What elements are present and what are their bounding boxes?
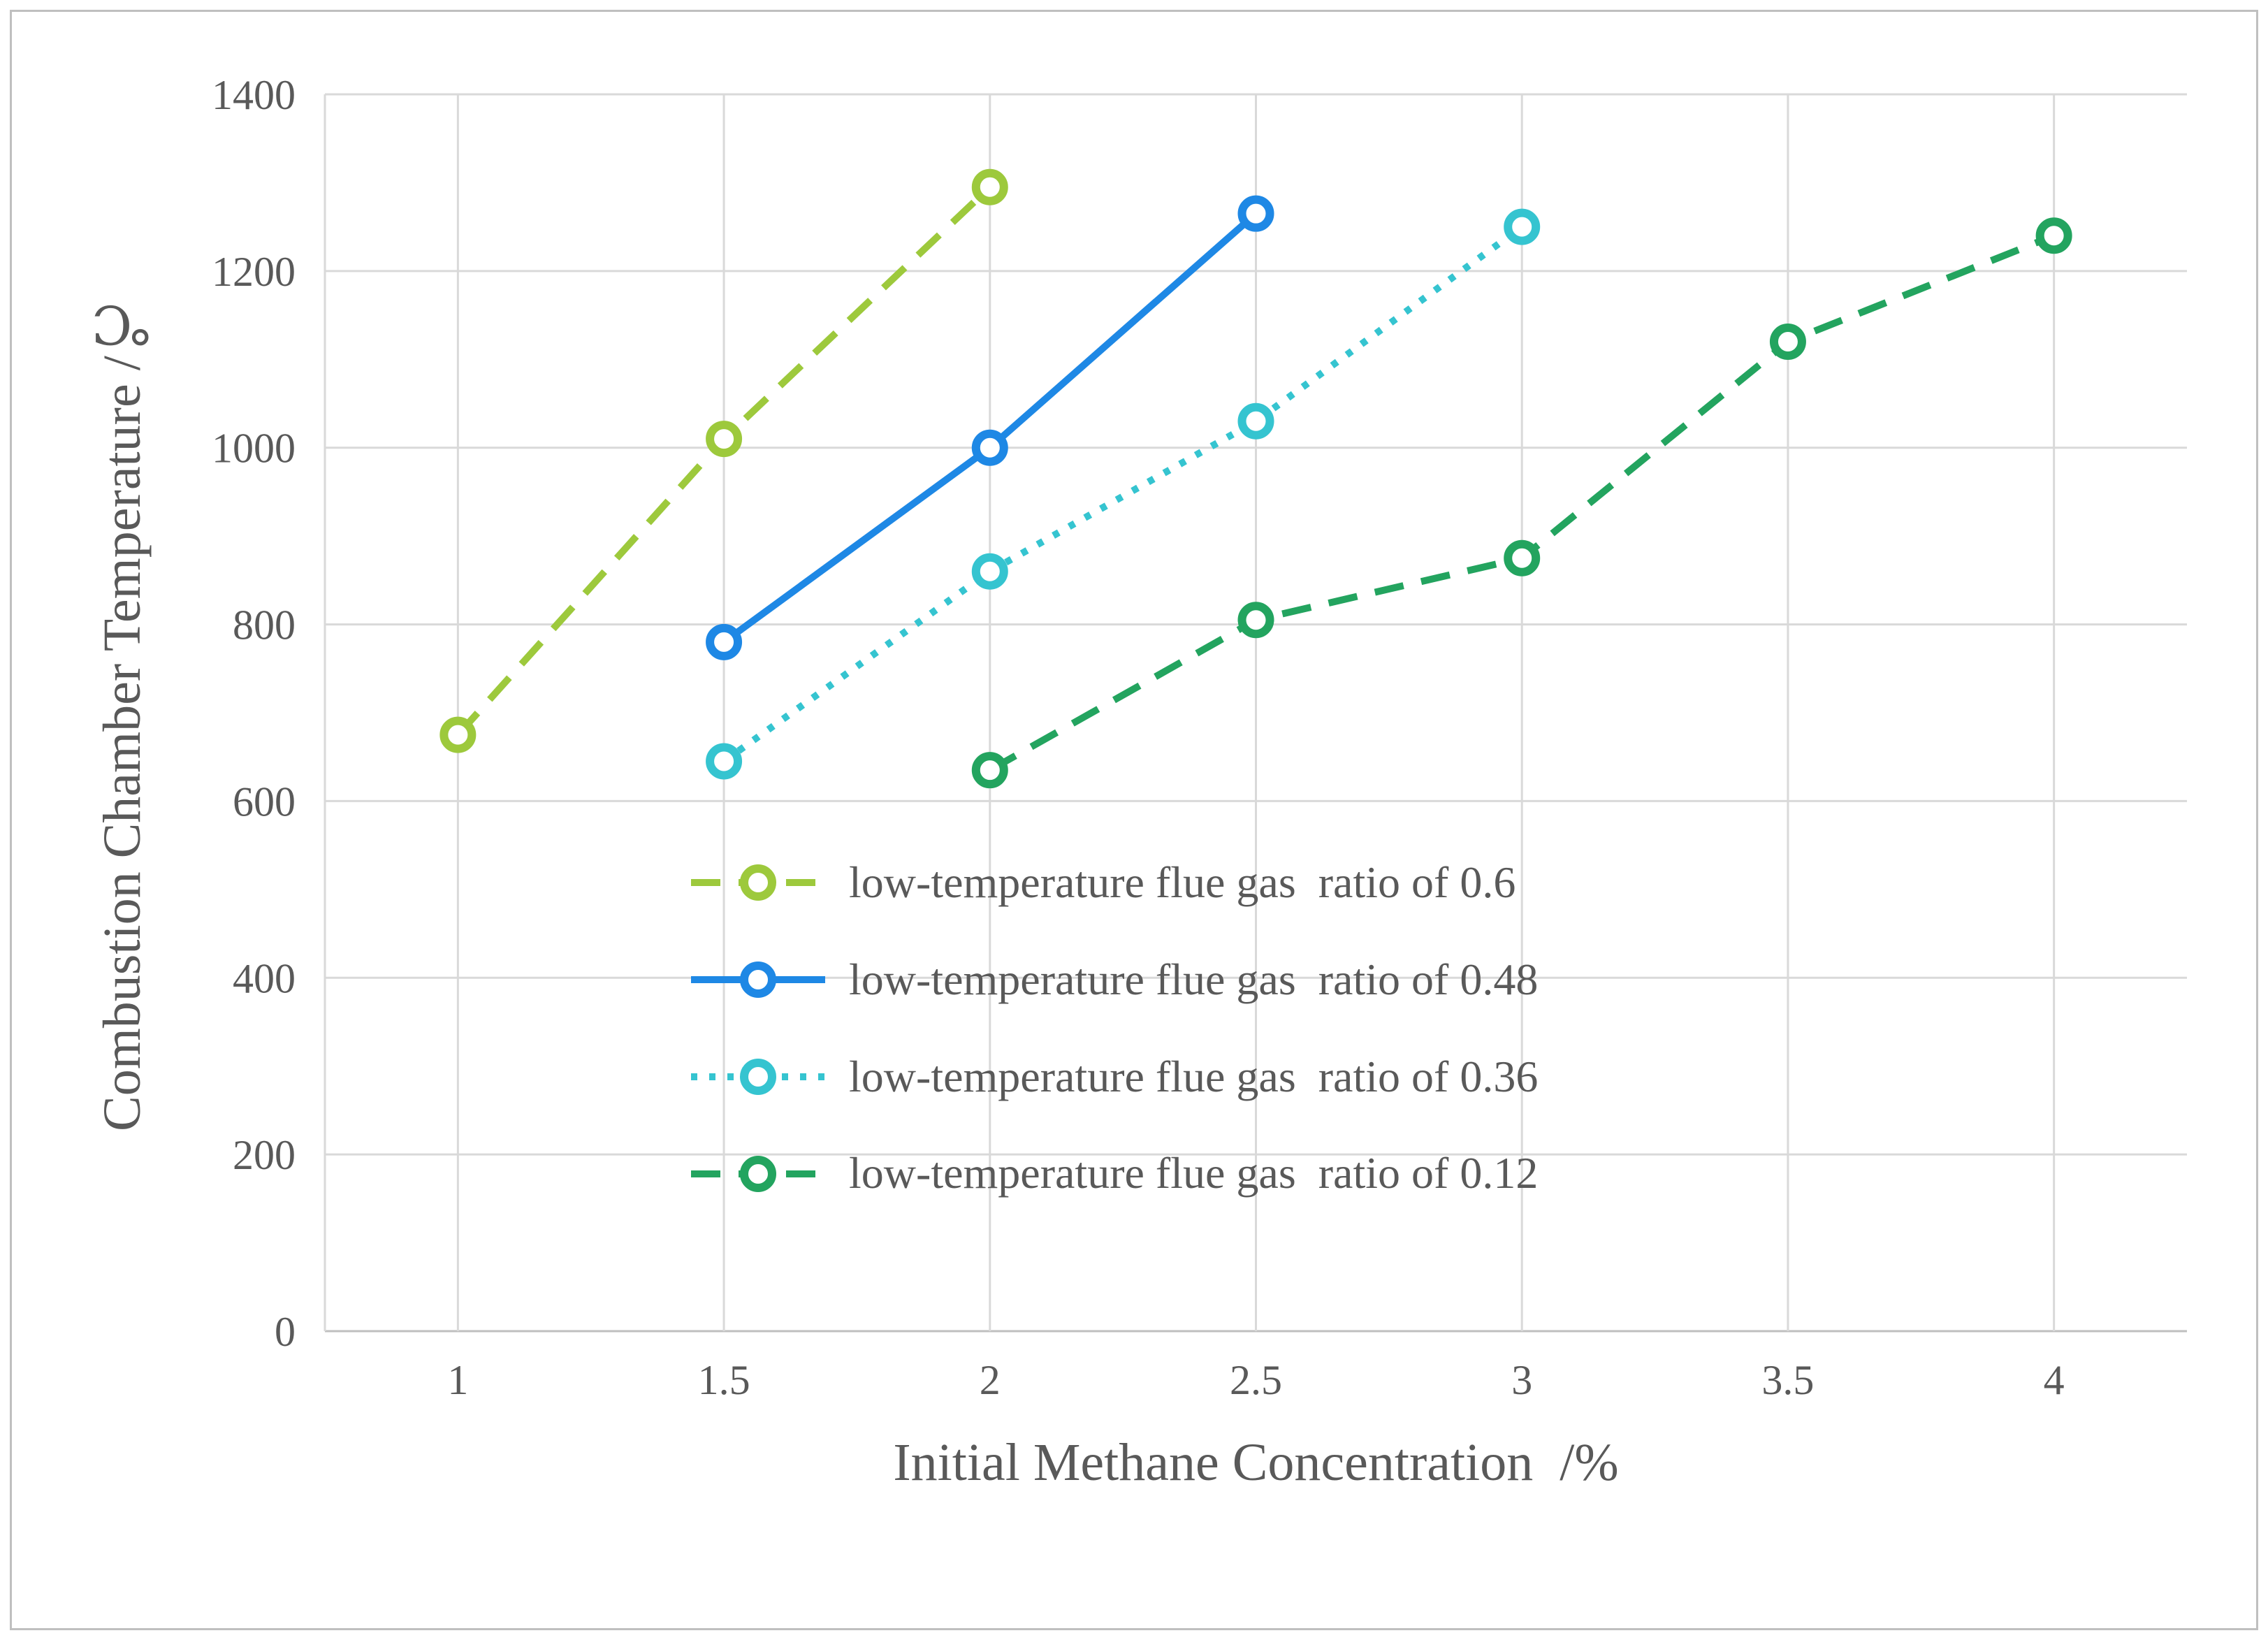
y-tick-label: 400 (233, 955, 296, 1001)
x-tick-label: 1.5 (698, 1357, 750, 1403)
data-point-marker (971, 429, 1008, 466)
legend-item: low-temperature flue gas ratio of 0.48 (688, 953, 1538, 1007)
y-tick-label: 0 (275, 1309, 296, 1355)
legend-swatch (691, 1155, 825, 1192)
y-tick-label: 1000 (212, 426, 296, 472)
y-axis-title: Combustion Chamber Temperature /℃ (93, 293, 152, 1132)
y-tick-label: 1400 (212, 72, 296, 118)
data-point-marker (1504, 208, 1541, 245)
x-tick-label: 4 (2044, 1357, 2065, 1403)
data-point-marker (2035, 217, 2072, 254)
data-point-marker (706, 743, 743, 780)
legend-swatch (691, 1058, 825, 1095)
y-tick-label: 600 (233, 778, 296, 825)
y-tick-label: 200 (233, 1132, 296, 1178)
legend-swatch (691, 864, 825, 901)
data-point-marker (706, 623, 743, 660)
data-point-marker (439, 716, 477, 753)
legend-label: low-temperature flue gas ratio of 0.48 (849, 954, 1539, 1004)
data-point-marker (1237, 195, 1274, 232)
y-tick-label: 800 (233, 602, 296, 648)
data-point-marker (971, 168, 1008, 205)
legend-item: low-temperature flue gas ratio of 0.36 (688, 1050, 1538, 1104)
data-point-marker (706, 421, 743, 458)
data-point-marker (1237, 402, 1274, 440)
x-tick-label: 3.5 (1761, 1357, 1814, 1403)
x-tick-label: 2.5 (1230, 1357, 1282, 1403)
legend-item: low-temperature flue gas ratio of 0.12 (688, 1147, 1538, 1200)
x-tick-label: 1 (447, 1357, 468, 1403)
legend-marker-sample (740, 1155, 776, 1192)
data-point-marker (971, 553, 1008, 590)
x-tick-label: 2 (980, 1357, 1001, 1403)
data-point-marker (1769, 324, 1806, 360)
legend-swatch (691, 961, 825, 999)
legend-item: low-temperature flue gas ratio of 0.6 (688, 856, 1538, 910)
series-line (722, 224, 1525, 764)
y-tick-label: 1200 (212, 249, 296, 295)
legend-marker-sample (740, 864, 776, 901)
x-axis-title: Initial Methane Concentration /% (893, 1433, 1619, 1492)
data-point-marker (1504, 539, 1541, 576)
legend-marker-sample (740, 1058, 776, 1095)
data-point-marker (1237, 602, 1274, 639)
legend-label: low-temperature flue gas ratio of 0.6 (849, 857, 1516, 907)
data-point-marker (971, 752, 1008, 789)
legend-marker-sample (740, 961, 776, 999)
legend: low-temperature flue gas ratio of 0.6 low… (688, 856, 1538, 1200)
x-tick-label: 3 (1511, 1357, 1532, 1403)
legend-label: low-temperature flue gas ratio of 0.12 (849, 1148, 1539, 1198)
legend-label: low-temperature flue gas ratio of 0.36 (849, 1051, 1539, 1101)
